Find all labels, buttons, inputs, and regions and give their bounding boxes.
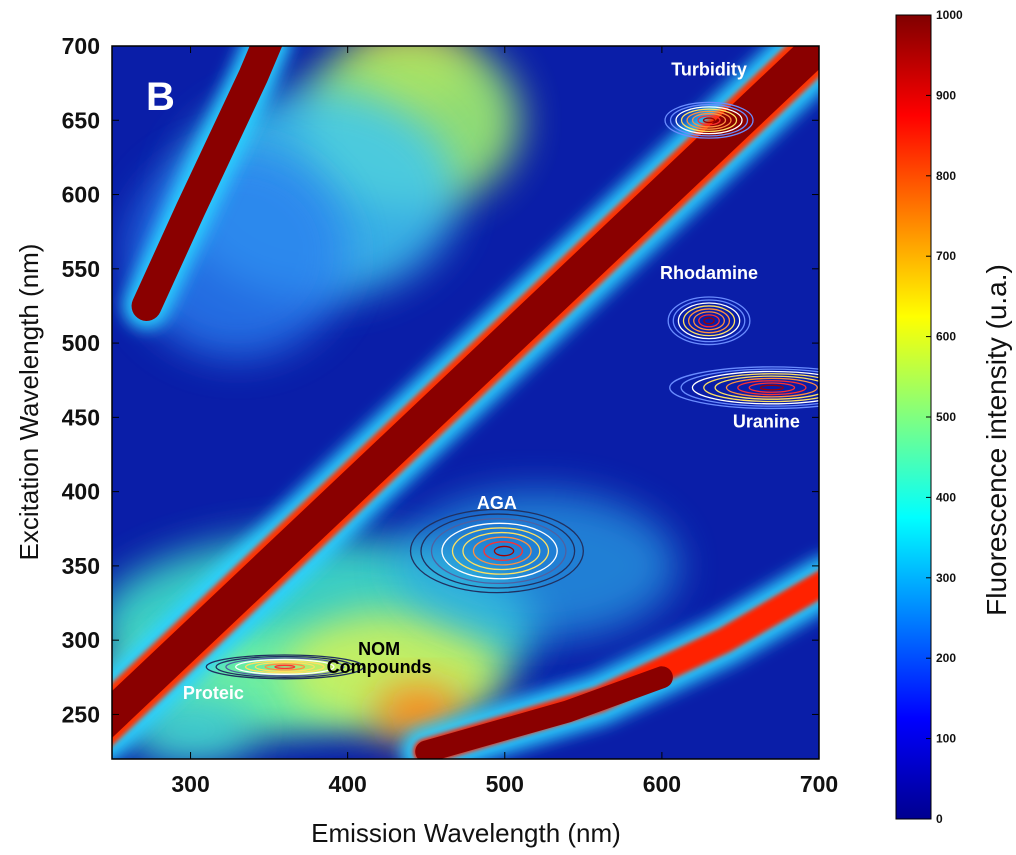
- contour-turbidity: [686, 110, 732, 130]
- colorbar-tick-label: 500: [936, 410, 956, 424]
- colorbar-tick-label: 200: [936, 651, 956, 665]
- contour-turbidity: [680, 108, 738, 133]
- contour-proteic: [244, 660, 325, 674]
- annotation-compounds: Compounds: [327, 657, 432, 677]
- annotation-turbidity: Turbidity: [671, 59, 747, 79]
- annotation-rhodamine: Rhodamine: [660, 263, 758, 283]
- contour-uranine: [748, 382, 796, 393]
- colorbar-tick-label: 0: [936, 812, 943, 826]
- colorbar-tick-label: 900: [936, 88, 956, 102]
- x-axis-label: Emission Wavelength (nm): [311, 818, 621, 848]
- contour-aga: [409, 508, 584, 594]
- contour-aga: [493, 545, 515, 557]
- contour-aga: [451, 527, 550, 575]
- y-tick-label: 350: [62, 553, 100, 579]
- y-tick-label: 700: [62, 33, 100, 59]
- y-axis-ticks: 250 300 350 400 450 500 550 600 650 700: [62, 33, 819, 727]
- colorbar-ticks: 0 100 200 300 400 500 600 700 800 900 1000: [926, 8, 963, 826]
- contour-aga: [483, 541, 523, 561]
- contour-rhodamine: [703, 317, 715, 325]
- contour-rhodamine: [672, 299, 746, 343]
- annotation-aga: AGA: [477, 493, 517, 513]
- contour-aga: [430, 518, 567, 585]
- half-order-band: [415, 666, 673, 759]
- contour-proteic: [225, 657, 345, 677]
- y-tick-label: 300: [62, 627, 100, 653]
- contour-uranine: [669, 366, 819, 410]
- contour-aga: [472, 536, 532, 566]
- y-tick-label: 400: [62, 479, 100, 505]
- contour-aga: [462, 531, 541, 571]
- contour-turbidity: [664, 101, 754, 139]
- contour-rhodamine: [682, 305, 736, 337]
- contour-proteic: [254, 661, 315, 673]
- colorbar-tick-label: 800: [936, 169, 956, 183]
- contour-lines: [205, 101, 819, 680]
- x-tick-label: 600: [643, 771, 681, 797]
- colorbar-label: Fluorescence intensity (u.a.): [981, 264, 1012, 616]
- x-tick-label: 500: [486, 771, 524, 797]
- x-tick-label: 700: [800, 771, 838, 797]
- contour-proteic: [235, 658, 335, 675]
- contour-uranine: [703, 373, 819, 403]
- contour-proteic: [205, 654, 365, 680]
- contour-turbidity: [675, 106, 743, 135]
- colorbar-tick-label: 1000: [936, 8, 963, 22]
- contour-uranine: [714, 375, 819, 400]
- contour-aga: [441, 522, 558, 580]
- y-tick-label: 550: [62, 256, 100, 282]
- contour-proteic: [274, 664, 296, 670]
- colorbar-tick-label: 400: [936, 490, 956, 504]
- second-order-band: [131, 46, 283, 321]
- contour-turbidity: [697, 115, 721, 126]
- heatmap-plot: [112, 46, 819, 759]
- contour-uranine: [691, 370, 819, 405]
- contour-rhodamine: [687, 308, 731, 334]
- colorbar-tick-label: 300: [936, 571, 956, 585]
- annotation-proteic: Proteic: [183, 683, 244, 703]
- annotation-nom: NOM: [358, 639, 400, 659]
- panel-label: B: [146, 75, 175, 119]
- contour-rhodamine: [667, 296, 751, 346]
- contour-turbidity: [702, 117, 716, 124]
- y-tick-label: 250: [62, 701, 100, 727]
- colorbar-tick-label: 600: [936, 330, 956, 344]
- y-tick-label: 600: [62, 182, 100, 208]
- annotation-uranine: Uranine: [733, 412, 800, 432]
- contour-rhodamine: [693, 311, 725, 331]
- contour-uranine: [737, 380, 807, 396]
- annotations: Turbidity Rhodamine Uranine AGA NOMCompounds…: [183, 59, 800, 703]
- contour-turbidity: [691, 112, 727, 128]
- contour-uranine: [725, 377, 818, 398]
- colorbar-tick-label: 700: [936, 249, 956, 263]
- x-tick-label: 300: [171, 771, 209, 797]
- contour-turbidity: [669, 104, 749, 137]
- x-axis-ticks: 300 400 500 600 700: [171, 46, 838, 797]
- contour-proteic: [215, 655, 355, 678]
- x-tick-label: 400: [328, 771, 366, 797]
- colorbar: 0 100 200 300 400 500 600 700 800 900 1000 Fluores…: [895, 8, 1012, 826]
- colorbar-tick-label: 100: [936, 732, 956, 746]
- contour-rhodamine: [677, 302, 741, 340]
- contour-uranine: [680, 368, 819, 407]
- contour-rhodamine: [698, 314, 720, 328]
- contour-aga: [420, 513, 576, 589]
- colorbar-bar: [895, 14, 932, 820]
- plot-frame: [111, 45, 820, 760]
- contour-proteic: [264, 663, 306, 671]
- y-tick-label: 650: [62, 107, 100, 133]
- y-axis-label: Excitation Wavelength (nm): [14, 244, 44, 561]
- contour-uranine: [759, 384, 784, 391]
- y-tick-label: 500: [62, 330, 100, 356]
- y-tick-label: 450: [62, 404, 100, 430]
